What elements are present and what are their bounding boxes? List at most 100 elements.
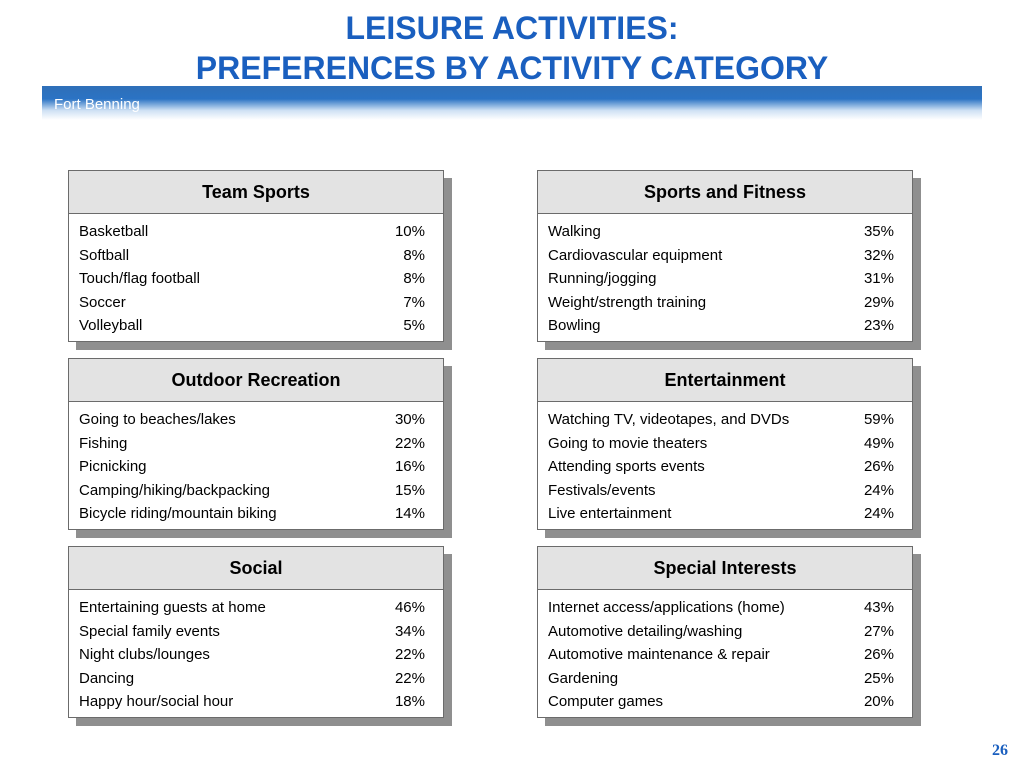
item-value: 34% (394, 622, 425, 640)
list-item: Live entertainment 24% (548, 502, 894, 526)
list-item: Dancing 22% (79, 667, 425, 691)
category-box-entertainment: Entertainment Watching TV, videotapes, a… (537, 358, 913, 530)
item-value: 59% (863, 411, 894, 428)
item-value: 15% (394, 481, 425, 499)
item-value: 49% (863, 434, 894, 452)
item-value: 14% (394, 505, 425, 523)
item-value: 22% (394, 646, 425, 664)
list-item: Cardiovascular equipment 32% (548, 244, 894, 268)
item-value: 43% (863, 599, 894, 616)
category-box-team-sports: Team Sports Basketball 10% Softball 8% Tou… (68, 170, 444, 342)
category-list: Going to beaches/lakes 30% Fishing 22% Pic… (69, 402, 443, 526)
item-label: Live entertainment (548, 505, 672, 523)
item-value: 46% (394, 599, 425, 616)
item-label: Festivals/events (548, 481, 656, 499)
page-title: LEISURE ACTIVITIES: PREFERENCES BY ACTIV… (0, 8, 1024, 88)
list-item: Walking 35% (548, 220, 894, 244)
item-label: Automotive maintenance & repair (548, 646, 770, 664)
item-label: Internet access/applications (home) (548, 599, 785, 616)
title-line-2: PREFERENCES BY ACTIVITY CATEGORY (195, 50, 829, 86)
list-item: Automotive detailing/washing 27% (548, 620, 894, 644)
item-value: 35% (863, 223, 894, 240)
item-label: Going to beaches/lakes (79, 411, 236, 428)
title-line-1: LEISURE ACTIVITIES: (345, 10, 679, 46)
list-item: Watching TV, videotapes, and DVDs 59% (548, 408, 894, 432)
list-item: Fishing 22% (79, 432, 425, 456)
banner-label: Fort Benning (54, 96, 140, 113)
category-box-outdoor-recreation: Outdoor Recreation Going to beaches/lake… (68, 358, 444, 530)
list-item: Gardening 25% (548, 667, 894, 691)
item-label: Watching TV, videotapes, and DVDs (548, 411, 790, 428)
item-label: Bicycle riding/mountain biking (79, 505, 277, 523)
item-value: 8% (403, 246, 425, 264)
item-value: 22% (394, 669, 425, 687)
item-value: 24% (863, 505, 894, 523)
item-value: 23% (863, 317, 894, 335)
list-item: Softball 8% (79, 244, 425, 268)
list-item: Volleyball 5% (79, 314, 425, 338)
list-item: Internet access/applications (home) 43% (548, 596, 894, 620)
item-label: Special family events (79, 622, 220, 640)
item-label: Volleyball (79, 317, 143, 335)
item-label: Touch/flag football (79, 270, 200, 288)
category-box-special-interests: Special Interests Internet access/applic… (537, 546, 913, 718)
item-value: 22% (394, 434, 425, 452)
item-label: Fishing (79, 434, 128, 452)
item-label: Walking (548, 223, 601, 240)
item-value: 16% (394, 458, 425, 476)
item-label: Weight/strength training (548, 293, 707, 311)
list-item: Attending sports events 26% (548, 455, 894, 479)
item-label: Night clubs/lounges (79, 646, 210, 664)
category-title: Outdoor Recreation (69, 359, 443, 402)
item-value: 18% (394, 693, 425, 711)
item-value: 31% (863, 270, 894, 288)
item-label: Going to movie theaters (548, 434, 708, 452)
list-item: Touch/flag football 8% (79, 267, 425, 291)
item-label: Running/jogging (548, 270, 657, 288)
list-item: Running/jogging 31% (548, 267, 894, 291)
item-value: 7% (403, 293, 425, 311)
item-value: 32% (863, 246, 894, 264)
list-item: Basketball 10% (79, 220, 425, 244)
list-item: Happy hour/social hour 18% (79, 690, 425, 714)
item-value: 30% (394, 411, 425, 428)
category-box-sports-fitness: Sports and Fitness Walking 35% Cardiovasc… (537, 170, 913, 342)
item-label: Picnicking (79, 458, 147, 476)
item-label: Bowling (548, 317, 601, 335)
item-value: 8% (403, 270, 425, 288)
item-label: Basketball (79, 223, 149, 240)
item-value: 26% (863, 646, 894, 664)
item-label: Gardening (548, 669, 619, 687)
list-item: Soccer 7% (79, 291, 425, 315)
item-label: Entertaining guests at home (79, 599, 266, 616)
category-title: Entertainment (538, 359, 912, 402)
header-banner (42, 86, 982, 120)
item-label: Happy hour/social hour (79, 693, 234, 711)
category-list: Walking 35% Cardiovascular equipment 32% R… (538, 214, 912, 338)
list-item: Festivals/events 24% (548, 479, 894, 503)
list-item: Special family events 34% (79, 620, 425, 644)
item-value: 25% (863, 669, 894, 687)
list-item: Night clubs/lounges 22% (79, 643, 425, 667)
item-value: 26% (863, 458, 894, 476)
item-value: 29% (863, 293, 894, 311)
category-title: Sports and Fitness (538, 171, 912, 214)
item-label: Cardiovascular equipment (548, 246, 723, 264)
item-label: Automotive detailing/washing (548, 622, 743, 640)
list-item: Going to movie theaters 49% (548, 432, 894, 456)
list-item: Weight/strength training 29% (548, 291, 894, 315)
category-list: Basketball 10% Softball 8% Touch/flag foot… (69, 214, 443, 338)
list-item: Bowling 23% (548, 314, 894, 338)
item-value: 27% (863, 622, 894, 640)
list-item: Entertaining guests at home 46% (79, 596, 425, 620)
category-title: Team Sports (69, 171, 443, 214)
category-title: Social (69, 547, 443, 590)
item-value: 20% (863, 693, 894, 711)
list-item: Camping/hiking/backpacking 15% (79, 479, 425, 503)
item-label: Dancing (79, 669, 135, 687)
item-label: Computer games (548, 693, 664, 711)
list-item: Automotive maintenance & repair 26% (548, 643, 894, 667)
item-value: 24% (863, 481, 894, 499)
list-item: Bicycle riding/mountain biking 14% (79, 502, 425, 526)
item-label: Attending sports events (548, 458, 705, 476)
